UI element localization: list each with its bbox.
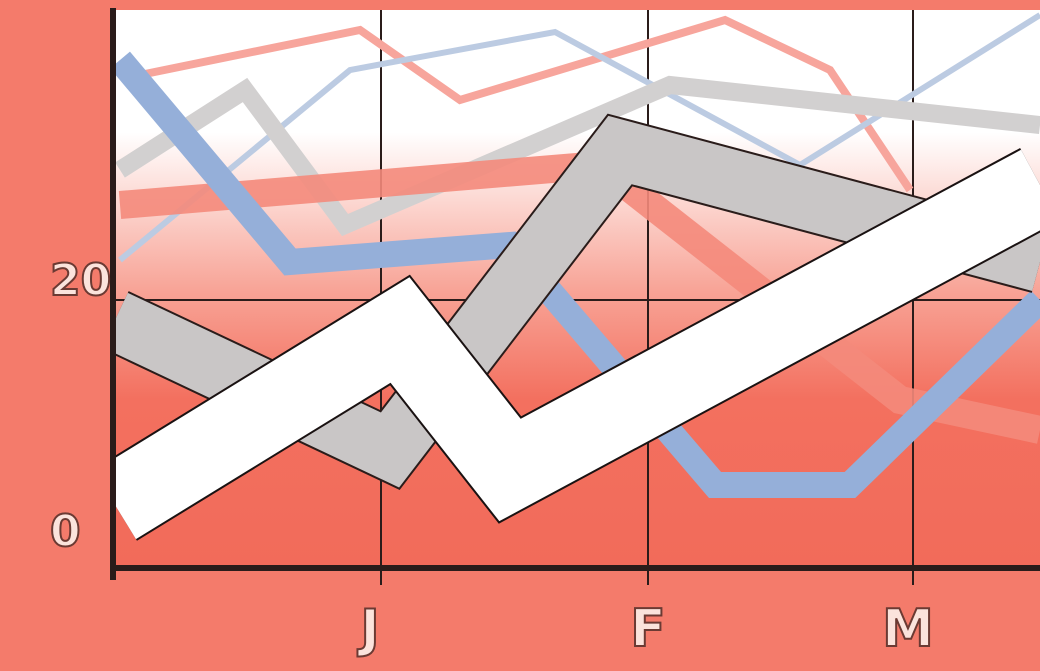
margin [0, 0, 115, 671]
ribbon [118, 150, 1040, 444]
ribbon [139, 15, 914, 193]
ribbons [93, 12, 1040, 541]
y-label: 20 [50, 255, 111, 306]
x-label: J [357, 599, 379, 659]
y-label: 0 [50, 506, 81, 557]
ribbon [110, 51, 1040, 498]
margin [0, 568, 1040, 671]
arrow [94, 149, 1040, 540]
x-label: F [630, 599, 666, 659]
x-label: M [882, 599, 934, 659]
ribbon [115, 75, 1040, 237]
